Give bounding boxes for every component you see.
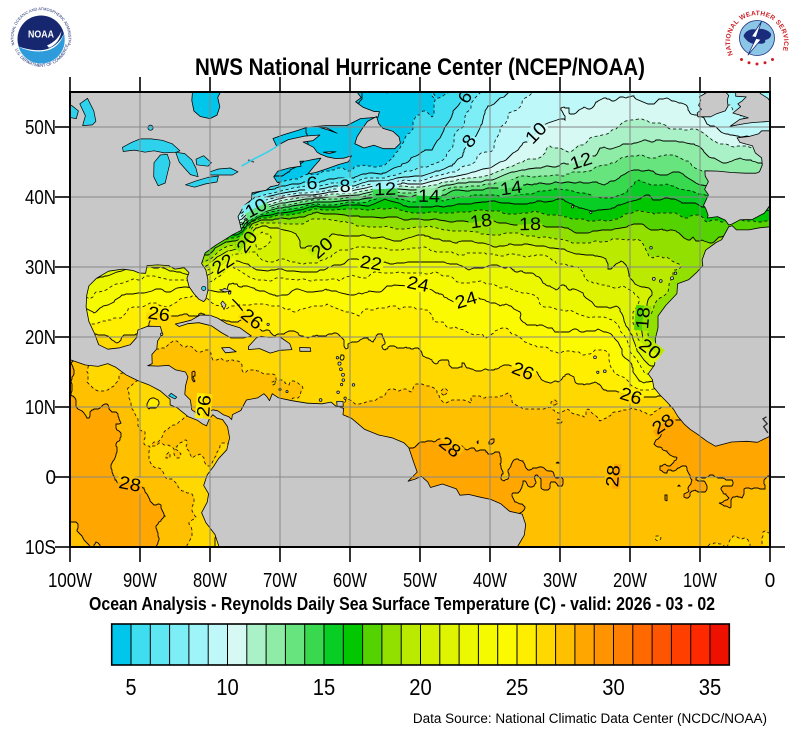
svg-text:30N: 30N [25,257,56,279]
svg-text:10W: 10W [683,570,717,592]
svg-text:90W: 90W [123,570,157,592]
svg-text:25: 25 [506,674,529,700]
svg-text:50W: 50W [403,570,437,592]
svg-text:15: 15 [313,674,336,700]
svg-text:18: 18 [469,210,494,233]
svg-text:20W: 20W [613,570,647,592]
svg-text:NWS National Hurricane Center: NWS National Hurricane Center (NCEP/NOAA… [195,54,645,81]
svg-text:80W: 80W [193,570,227,592]
svg-text:20N: 20N [25,327,56,349]
svg-text:40W: 40W [473,570,507,592]
svg-text:26: 26 [147,303,172,326]
svg-text:0: 0 [765,570,776,592]
svg-text:24: 24 [405,272,431,296]
svg-text:18: 18 [519,214,541,234]
svg-text:30: 30 [602,674,625,700]
svg-text:50N: 50N [25,117,56,139]
svg-text:20: 20 [409,674,432,700]
svg-text:22: 22 [359,251,384,274]
svg-text:35: 35 [699,674,722,700]
svg-text:60W: 60W [333,570,367,592]
svg-text:28: 28 [602,464,624,488]
svg-text:10N: 10N [25,397,56,419]
svg-text:100W: 100W [48,570,92,592]
svg-text:6: 6 [306,173,317,193]
svg-text:10: 10 [216,674,239,700]
svg-text:Ocean Analysis - Reynolds Dail: Ocean Analysis - Reynolds Daily Sea Surf… [89,593,715,614]
svg-text:14: 14 [418,186,440,206]
svg-text:10S: 10S [25,537,56,559]
svg-text:0: 0 [46,467,57,489]
svg-text:Data Source: National Climatic: Data Source: National Climatic Data Cent… [413,711,767,726]
svg-text:28: 28 [117,472,142,496]
svg-text:40N: 40N [25,187,56,209]
svg-text:30W: 30W [543,570,577,592]
svg-text:18: 18 [632,306,654,330]
svg-text:26: 26 [193,394,215,418]
svg-text:70W: 70W [263,570,297,592]
svg-text:NOAA: NOAA [28,29,54,41]
svg-text:12: 12 [374,179,397,200]
svg-text:8: 8 [339,176,351,197]
svg-text:5: 5 [126,674,137,700]
svg-text:14: 14 [499,177,524,200]
